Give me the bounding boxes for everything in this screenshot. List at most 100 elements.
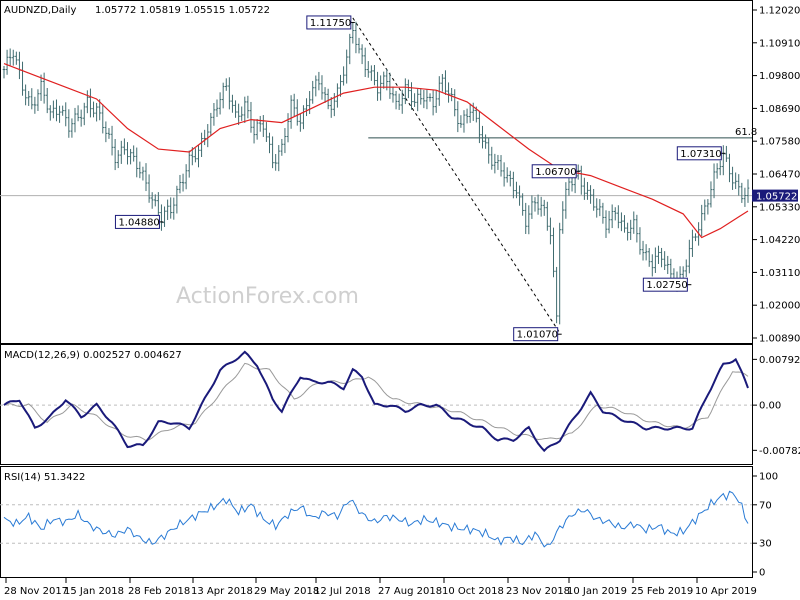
candle xyxy=(715,163,719,179)
candle xyxy=(512,171,515,199)
candle xyxy=(283,128,287,154)
candle xyxy=(45,87,49,114)
candle xyxy=(348,33,352,65)
candle xyxy=(521,193,524,216)
candle xyxy=(407,79,410,99)
price-ytick-label: 1.05330 xyxy=(759,202,800,213)
x-tick-label: 25 Feb 2019 xyxy=(631,586,693,597)
annotation-label: 1.07310 xyxy=(680,149,721,160)
candle xyxy=(252,119,256,144)
candle xyxy=(209,112,213,136)
candle xyxy=(329,97,333,118)
candle xyxy=(441,73,444,92)
macd-line xyxy=(3,350,749,453)
rsi-ytick-label: 100 xyxy=(759,472,778,483)
candle xyxy=(30,88,34,110)
candle xyxy=(268,132,271,154)
price-ytick-label: 1.06470 xyxy=(759,170,800,181)
candle xyxy=(305,98,308,117)
x-tick-label: 28 Nov 2017 xyxy=(4,586,68,597)
candle xyxy=(8,48,12,66)
candle xyxy=(24,84,27,106)
candle xyxy=(641,240,645,261)
candle xyxy=(33,96,37,114)
candle xyxy=(592,188,595,211)
candle xyxy=(490,146,494,170)
candle xyxy=(258,115,262,132)
candle xyxy=(200,132,203,158)
candle xyxy=(308,91,311,115)
candle xyxy=(55,99,58,122)
candle xyxy=(123,138,126,155)
candle xyxy=(450,87,453,102)
candle xyxy=(144,163,148,192)
candle xyxy=(481,125,484,149)
candle xyxy=(354,21,358,54)
macd-ytick-label: 0.007926 xyxy=(759,355,800,366)
candle xyxy=(539,196,543,217)
candle xyxy=(86,90,89,114)
candle xyxy=(160,204,163,231)
candle xyxy=(635,214,639,243)
candle xyxy=(468,103,472,123)
candle xyxy=(64,102,68,127)
candle xyxy=(505,167,509,183)
candle xyxy=(586,181,589,200)
candle xyxy=(508,170,512,187)
candle xyxy=(271,136,274,169)
candle xyxy=(107,128,111,139)
candle xyxy=(218,92,222,115)
candle xyxy=(18,51,21,80)
candle xyxy=(27,90,30,106)
price-ytick-label: 1.00890 xyxy=(759,334,800,345)
macd-ytick-label: -0.007826 xyxy=(759,446,800,457)
candle xyxy=(524,202,528,234)
candle xyxy=(456,101,460,133)
candle xyxy=(712,163,716,199)
candle xyxy=(558,222,561,325)
candle xyxy=(601,202,605,224)
candle xyxy=(150,192,154,209)
annotation-box xyxy=(642,277,688,292)
x-tick-label: 23 Nov 2018 xyxy=(506,586,570,597)
candle xyxy=(203,129,206,146)
candle xyxy=(722,145,725,176)
x-tick-label: 12 Jul 2018 xyxy=(314,586,371,597)
candle xyxy=(564,182,568,219)
candle xyxy=(493,153,497,174)
macd-panel-frame xyxy=(0,344,753,465)
candle xyxy=(73,107,77,133)
annotation-label: 1.11750 xyxy=(310,18,351,29)
candle xyxy=(610,204,614,229)
candle xyxy=(314,75,318,97)
annotation-label: 1.02750 xyxy=(646,280,687,291)
candle xyxy=(95,102,98,122)
candle xyxy=(576,164,580,180)
candle xyxy=(444,70,447,95)
candle xyxy=(373,65,376,86)
candle xyxy=(212,102,216,126)
price-ytick-label: 1.10910 xyxy=(759,38,800,49)
price-ytick-label: 1.03110 xyxy=(759,268,800,279)
candle xyxy=(89,88,92,118)
candle xyxy=(416,89,419,112)
candle xyxy=(234,100,237,118)
candle xyxy=(743,187,747,207)
candle xyxy=(184,164,188,190)
candle xyxy=(515,181,518,199)
candle xyxy=(422,89,426,109)
candle xyxy=(688,239,691,274)
candle xyxy=(326,88,330,110)
macd-ytick-label: 0.00 xyxy=(759,401,781,412)
candle xyxy=(632,211,636,234)
candle xyxy=(434,90,438,113)
candle xyxy=(552,227,555,278)
candle xyxy=(620,212,623,232)
macd-title: MACD(12,26,9) 0.002527 0.004627 xyxy=(4,350,182,361)
candle xyxy=(703,199,707,221)
candle xyxy=(52,100,55,119)
price-header-ohlc: 1.05772 1.05819 1.05515 1.05722 xyxy=(95,5,270,16)
candle xyxy=(70,118,74,138)
candle xyxy=(357,37,361,54)
candle xyxy=(113,139,117,171)
